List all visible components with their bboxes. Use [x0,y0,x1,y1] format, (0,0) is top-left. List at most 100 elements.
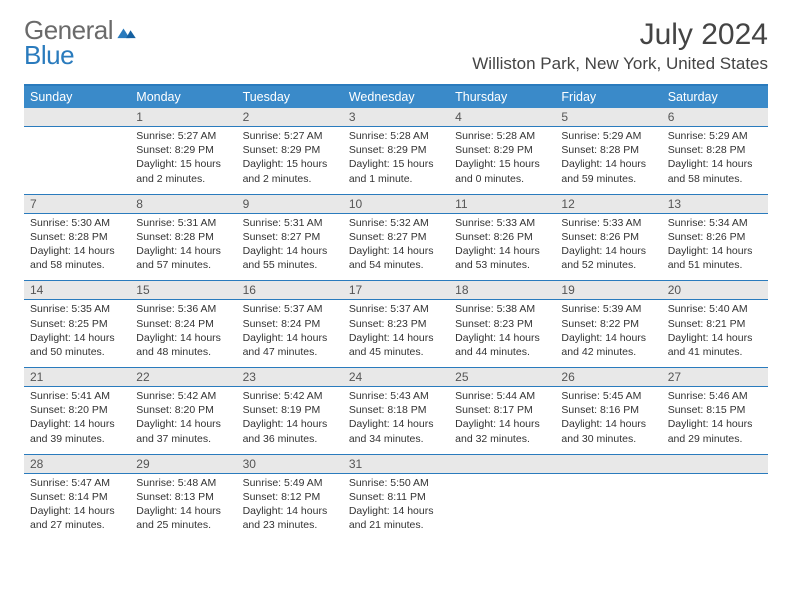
detail-line: Sunset: 8:24 PM [243,317,337,331]
detail-line: Sunset: 8:20 PM [136,403,230,417]
detail-line: and 57 minutes. [136,258,230,272]
day-detail-cell: Sunrise: 5:37 AMSunset: 8:23 PMDaylight:… [343,300,449,367]
date-number-cell: 23 [237,368,343,386]
detail-line: and 58 minutes. [668,172,762,186]
day-detail-cell: Sunrise: 5:36 AMSunset: 8:24 PMDaylight:… [130,300,236,367]
detail-line: Daylight: 14 hours [136,244,230,258]
detail-line: Sunrise: 5:27 AM [243,129,337,143]
date-number-cell: 25 [449,368,555,386]
detail-line: Sunrise: 5:41 AM [30,389,124,403]
day-detail-cell: Sunrise: 5:33 AMSunset: 8:26 PMDaylight:… [449,214,555,281]
detail-line: and 37 minutes. [136,432,230,446]
detail-line: and 2 minutes. [136,172,230,186]
location-text: Williston Park, New York, United States [472,54,768,74]
date-number-row: 78910111213 [24,194,768,213]
date-number-cell: 11 [449,195,555,213]
detail-row: Sunrise: 5:47 AMSunset: 8:14 PMDaylight:… [24,473,768,541]
detail-line: and 29 minutes. [668,432,762,446]
detail-line: Daylight: 14 hours [561,331,655,345]
detail-line: and 52 minutes. [561,258,655,272]
detail-line: and 51 minutes. [668,258,762,272]
detail-row: Sunrise: 5:27 AMSunset: 8:29 PMDaylight:… [24,126,768,194]
detail-line: Daylight: 14 hours [30,244,124,258]
detail-line: Daylight: 14 hours [136,417,230,431]
date-number-cell: 31 [343,455,449,473]
detail-line: Sunrise: 5:46 AM [668,389,762,403]
detail-line: and 53 minutes. [455,258,549,272]
detail-line: and 32 minutes. [455,432,549,446]
detail-line: Sunrise: 5:30 AM [30,216,124,230]
detail-line: Daylight: 14 hours [30,504,124,518]
detail-line: and 45 minutes. [349,345,443,359]
detail-line: Daylight: 15 hours [349,157,443,171]
detail-line: Sunset: 8:29 PM [243,143,337,157]
detail-line: and 21 minutes. [349,518,443,532]
date-number-row: 21222324252627 [24,367,768,386]
detail-line: Sunset: 8:22 PM [561,317,655,331]
detail-line: Daylight: 14 hours [561,157,655,171]
date-number-cell: 3 [343,108,449,126]
detail-line: Daylight: 14 hours [349,331,443,345]
day-header-row: Sunday Monday Tuesday Wednesday Thursday… [24,86,768,108]
detail-line: Sunrise: 5:45 AM [561,389,655,403]
detail-line: and 54 minutes. [349,258,443,272]
detail-line: and 44 minutes. [455,345,549,359]
detail-line: and 41 minutes. [668,345,762,359]
detail-line: Sunset: 8:26 PM [561,230,655,244]
date-number-cell: 7 [24,195,130,213]
detail-line: Sunrise: 5:33 AM [561,216,655,230]
day-detail-cell: Sunrise: 5:48 AMSunset: 8:13 PMDaylight:… [130,474,236,541]
detail-line: Daylight: 15 hours [243,157,337,171]
detail-line: and 34 minutes. [349,432,443,446]
day-header-cell: Thursday [449,86,555,108]
date-number-cell: 14 [24,281,130,299]
date-number-cell: 18 [449,281,555,299]
detail-line: Daylight: 14 hours [243,244,337,258]
date-number-cell [555,455,661,473]
day-detail-cell: Sunrise: 5:39 AMSunset: 8:22 PMDaylight:… [555,300,661,367]
day-detail-cell: Sunrise: 5:29 AMSunset: 8:28 PMDaylight:… [555,127,661,194]
detail-line: and 2 minutes. [243,172,337,186]
detail-line: Sunrise: 5:28 AM [349,129,443,143]
date-number-cell: 15 [130,281,236,299]
detail-row: Sunrise: 5:30 AMSunset: 8:28 PMDaylight:… [24,213,768,281]
detail-line: Sunset: 8:18 PM [349,403,443,417]
detail-line: Sunset: 8:25 PM [30,317,124,331]
date-number-cell: 9 [237,195,343,213]
detail-line: Daylight: 14 hours [668,331,762,345]
day-detail-cell: Sunrise: 5:42 AMSunset: 8:20 PMDaylight:… [130,387,236,454]
date-number-cell: 26 [555,368,661,386]
detail-line: Sunset: 8:15 PM [668,403,762,417]
day-detail-cell: Sunrise: 5:28 AMSunset: 8:29 PMDaylight:… [449,127,555,194]
day-detail-cell [24,127,130,194]
day-detail-cell [555,474,661,541]
detail-line: and 59 minutes. [561,172,655,186]
date-number-cell [662,455,768,473]
detail-line: Sunrise: 5:31 AM [136,216,230,230]
day-detail-cell: Sunrise: 5:47 AMSunset: 8:14 PMDaylight:… [24,474,130,541]
date-number-cell: 6 [662,108,768,126]
logo-mark-icon [116,18,138,43]
date-number-cell: 12 [555,195,661,213]
detail-line: Daylight: 14 hours [243,504,337,518]
date-number-cell: 27 [662,368,768,386]
detail-line: Daylight: 14 hours [668,244,762,258]
detail-line: Daylight: 14 hours [349,244,443,258]
date-number-cell: 5 [555,108,661,126]
detail-line: and 58 minutes. [30,258,124,272]
detail-line: Sunset: 8:23 PM [455,317,549,331]
detail-line: Sunset: 8:27 PM [243,230,337,244]
day-detail-cell: Sunrise: 5:28 AMSunset: 8:29 PMDaylight:… [343,127,449,194]
detail-line: Sunset: 8:19 PM [243,403,337,417]
day-detail-cell: Sunrise: 5:49 AMSunset: 8:12 PMDaylight:… [237,474,343,541]
detail-line: Daylight: 14 hours [30,417,124,431]
day-header-cell: Tuesday [237,86,343,108]
detail-line: Daylight: 14 hours [561,417,655,431]
date-number-cell: 4 [449,108,555,126]
detail-line: Daylight: 14 hours [668,417,762,431]
detail-row: Sunrise: 5:35 AMSunset: 8:25 PMDaylight:… [24,299,768,367]
detail-line: Daylight: 14 hours [349,504,443,518]
detail-line: Sunrise: 5:44 AM [455,389,549,403]
detail-line: Sunset: 8:14 PM [30,490,124,504]
detail-line: and 50 minutes. [30,345,124,359]
